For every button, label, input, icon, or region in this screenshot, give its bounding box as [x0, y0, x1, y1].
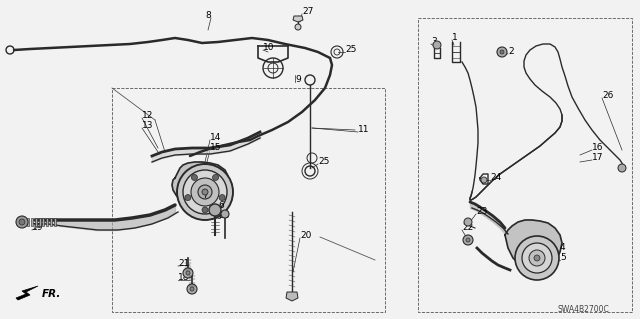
Text: 20: 20: [300, 232, 312, 241]
Text: 4: 4: [560, 243, 566, 253]
Circle shape: [191, 174, 197, 181]
Circle shape: [515, 236, 559, 280]
Circle shape: [183, 170, 227, 214]
Text: 7: 7: [202, 191, 208, 201]
Circle shape: [529, 250, 545, 266]
Text: 3: 3: [431, 38, 436, 47]
Text: 19: 19: [32, 224, 44, 233]
Bar: [27, 218, 29, 226]
Circle shape: [219, 195, 225, 201]
Bar: [54, 218, 56, 226]
Text: 14: 14: [210, 133, 221, 143]
Text: 25: 25: [345, 46, 356, 55]
Text: 26: 26: [602, 92, 613, 100]
Text: FR.: FR.: [42, 289, 61, 299]
Polygon shape: [286, 292, 298, 301]
Circle shape: [202, 189, 208, 195]
Circle shape: [19, 219, 25, 225]
Text: 25: 25: [318, 158, 330, 167]
Circle shape: [534, 255, 540, 261]
Text: 2: 2: [508, 48, 514, 56]
Text: 9: 9: [295, 76, 301, 85]
Text: 23: 23: [476, 207, 488, 217]
Text: 5: 5: [560, 254, 566, 263]
Text: 24: 24: [490, 174, 501, 182]
Text: 18: 18: [178, 273, 189, 283]
Text: 15: 15: [210, 144, 221, 152]
Circle shape: [187, 284, 197, 294]
Circle shape: [198, 185, 212, 199]
Text: 11: 11: [358, 125, 369, 135]
Circle shape: [497, 47, 507, 57]
Text: 21: 21: [178, 259, 189, 269]
Text: 1: 1: [452, 33, 458, 42]
Circle shape: [190, 287, 194, 291]
Text: 8: 8: [205, 11, 211, 20]
Text: 12: 12: [142, 112, 154, 121]
Text: 22: 22: [462, 224, 473, 233]
Circle shape: [183, 268, 193, 278]
Circle shape: [209, 204, 221, 216]
Polygon shape: [293, 16, 303, 22]
Circle shape: [212, 174, 219, 181]
Circle shape: [481, 177, 487, 183]
Circle shape: [186, 271, 190, 275]
Circle shape: [433, 41, 441, 49]
Circle shape: [295, 24, 301, 30]
Bar: [35, 218, 36, 226]
Circle shape: [464, 218, 472, 226]
Text: 27: 27: [302, 8, 314, 17]
Circle shape: [185, 195, 191, 201]
Polygon shape: [16, 286, 38, 300]
Text: 16: 16: [592, 144, 604, 152]
Bar: [46, 218, 48, 226]
Text: SWA4B2700C: SWA4B2700C: [557, 306, 609, 315]
Circle shape: [177, 164, 233, 220]
Circle shape: [202, 207, 208, 213]
Circle shape: [522, 243, 552, 273]
Circle shape: [618, 164, 626, 172]
Circle shape: [191, 178, 219, 206]
Text: 13: 13: [142, 122, 154, 130]
Text: 17: 17: [592, 153, 604, 162]
Text: 10: 10: [263, 43, 275, 53]
Bar: [38, 218, 40, 226]
Bar: [50, 218, 52, 226]
Circle shape: [16, 216, 28, 228]
Text: 6: 6: [218, 202, 224, 211]
Circle shape: [221, 210, 229, 218]
Polygon shape: [172, 162, 228, 210]
Circle shape: [466, 238, 470, 242]
Circle shape: [463, 235, 473, 245]
Text: 28: 28: [218, 211, 229, 220]
Polygon shape: [505, 220, 562, 272]
Circle shape: [500, 50, 504, 54]
Bar: [42, 218, 44, 226]
Bar: [31, 218, 33, 226]
